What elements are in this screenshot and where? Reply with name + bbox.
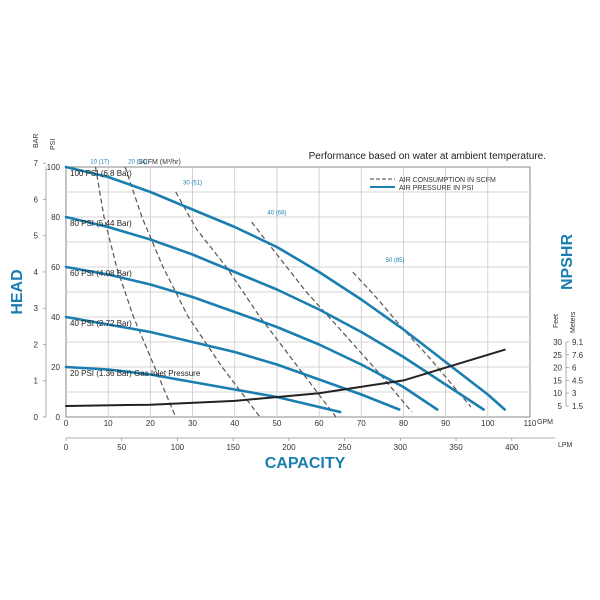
npshr-feet-tick-label: 20 (553, 364, 562, 373)
lpm-tick-label: 400 (505, 443, 519, 452)
pressure-curve-line (64, 365, 342, 414)
gpm-tick-label: 60 (315, 419, 324, 428)
psi-tick-label: 60 (51, 263, 60, 272)
lpm-tick-label: 100 (171, 443, 185, 452)
npshr-feet-tick-label: 5 (558, 402, 563, 411)
gpm-tick-label: 110 (524, 419, 537, 428)
y-axis-title: HEAD (9, 269, 26, 314)
psi-tick-label: 80 (51, 213, 60, 222)
bar-tick-label: 3 (34, 304, 39, 313)
scfm-curve-label: 30 (51) (183, 181, 202, 187)
pressure-curve-line (64, 165, 506, 411)
npshr-feet-unit: Feet (553, 314, 560, 328)
pressure-curve-line (64, 315, 401, 411)
lpm-tick-label: 350 (449, 443, 463, 452)
bar-tick-label: 4 (34, 268, 39, 277)
lpm-tick-label: 250 (338, 443, 352, 452)
gpm-tick-label: 80 (399, 419, 408, 428)
gpm-tick-label: 20 (146, 419, 155, 428)
scfm-title: SCFM (M³/hr) (138, 159, 181, 166)
air-consumption-curve-line (124, 166, 261, 418)
npshr-meters-tick-label: 3 (572, 389, 577, 398)
gpm-tick-label: 30 (188, 419, 197, 428)
lpm-tick-label: 150 (226, 443, 240, 452)
scfm-curve-label: 50 (85) (386, 258, 405, 264)
gpm-unit-label: GPM (537, 419, 553, 426)
air-pressure-curves (64, 165, 506, 414)
gpm-tick-label: 100 (481, 419, 495, 428)
npshr-feet-tick-label: 30 (553, 338, 562, 347)
lpm-unit-label: LPM (558, 442, 573, 449)
npshr-curve-line (65, 348, 506, 407)
scfm-curve-label: 20 (34) (128, 159, 147, 165)
npshr-meters-unit: Meters (570, 311, 577, 333)
scfm-curve-label: 40 (68) (267, 211, 286, 217)
npshr-feet-tick-label: 15 (553, 376, 562, 385)
npshr-meters-tick-label: 9.1 (572, 338, 584, 347)
pressure-curve-label: 100 PSI (6.8 Bar) (70, 169, 132, 178)
lpm-tick-label: 0 (64, 443, 69, 452)
psi-tick-label: 40 (51, 313, 60, 322)
pressure-curve-label: 20 PSI (1.36 Bar) Gas Inlet Pressure (70, 369, 201, 378)
npshr-feet-tick-label: 10 (553, 389, 562, 398)
bar-tick-label: 2 (34, 340, 39, 349)
lpm-tick-label: 200 (282, 443, 296, 452)
pressure-curve-label: 40 PSI (2.72 Bar) (70, 319, 132, 328)
gpm-tick-label: 0 (64, 419, 69, 428)
npshr-meters-tick-label: 1.5 (572, 402, 584, 411)
npshr-curve-group (65, 348, 506, 407)
npshr-axis-title: NPSHR (559, 234, 576, 290)
x-axis-title: CAPACITY (265, 455, 346, 472)
pressure-curve-label: 80 PSI (5.44 Bar) (70, 219, 132, 228)
psi-tick-label: 100 (47, 163, 61, 172)
npshr-meters-tick-label: 7.6 (572, 351, 584, 360)
lpm-tick-label: 300 (394, 443, 408, 452)
psi-unit-label: PSI (50, 139, 57, 150)
curve-labels: 100 PSI (6.8 Bar) 80 PSI (5.44 Bar) 60 PSI… (70, 159, 405, 378)
gpm-tick-label: 50 (272, 419, 281, 428)
legend-item-air-consumption: AIR CONSUMPTION IN SCFM (399, 177, 496, 184)
bar-tick-label: 6 (34, 195, 39, 204)
bar-unit-label: BAR (33, 134, 40, 148)
psi-tick-label: 20 (51, 363, 60, 372)
chart-note: Performance based on water at ambient te… (309, 151, 546, 162)
gpm-tick-label: 90 (441, 419, 450, 428)
gpm-tick-label: 70 (357, 419, 366, 428)
gpm-tick-label: 10 (104, 419, 113, 428)
pressure-curve-line (64, 265, 439, 411)
psi-tick-label: 0 (56, 413, 61, 422)
legend-item-air-pressure: AIR PRESSURE IN PSI (399, 185, 473, 192)
plot-grid (45, 166, 555, 439)
pressure-curve-label: 60 PSI (4.08 Bar) (70, 269, 132, 278)
lpm-tick-label: 50 (117, 443, 126, 452)
bar-tick-label: 0 (34, 413, 39, 422)
bar-tick-label: 5 (34, 232, 39, 241)
npshr-meters-tick-label: 6 (572, 364, 577, 373)
scfm-curve-label: 10 (17) (90, 159, 109, 165)
npshr-meters-tick-label: 4.5 (572, 376, 584, 385)
bar-tick-label: 1 (34, 377, 39, 386)
chart-legend: AIR CONSUMPTION IN SCFM AIR PRESSURE IN … (370, 177, 496, 192)
bar-tick-label: 7 (34, 159, 39, 168)
pressure-curve-line (64, 215, 485, 411)
npshr-feet-tick-label: 25 (553, 351, 562, 360)
gpm-tick-label: 40 (230, 419, 239, 428)
